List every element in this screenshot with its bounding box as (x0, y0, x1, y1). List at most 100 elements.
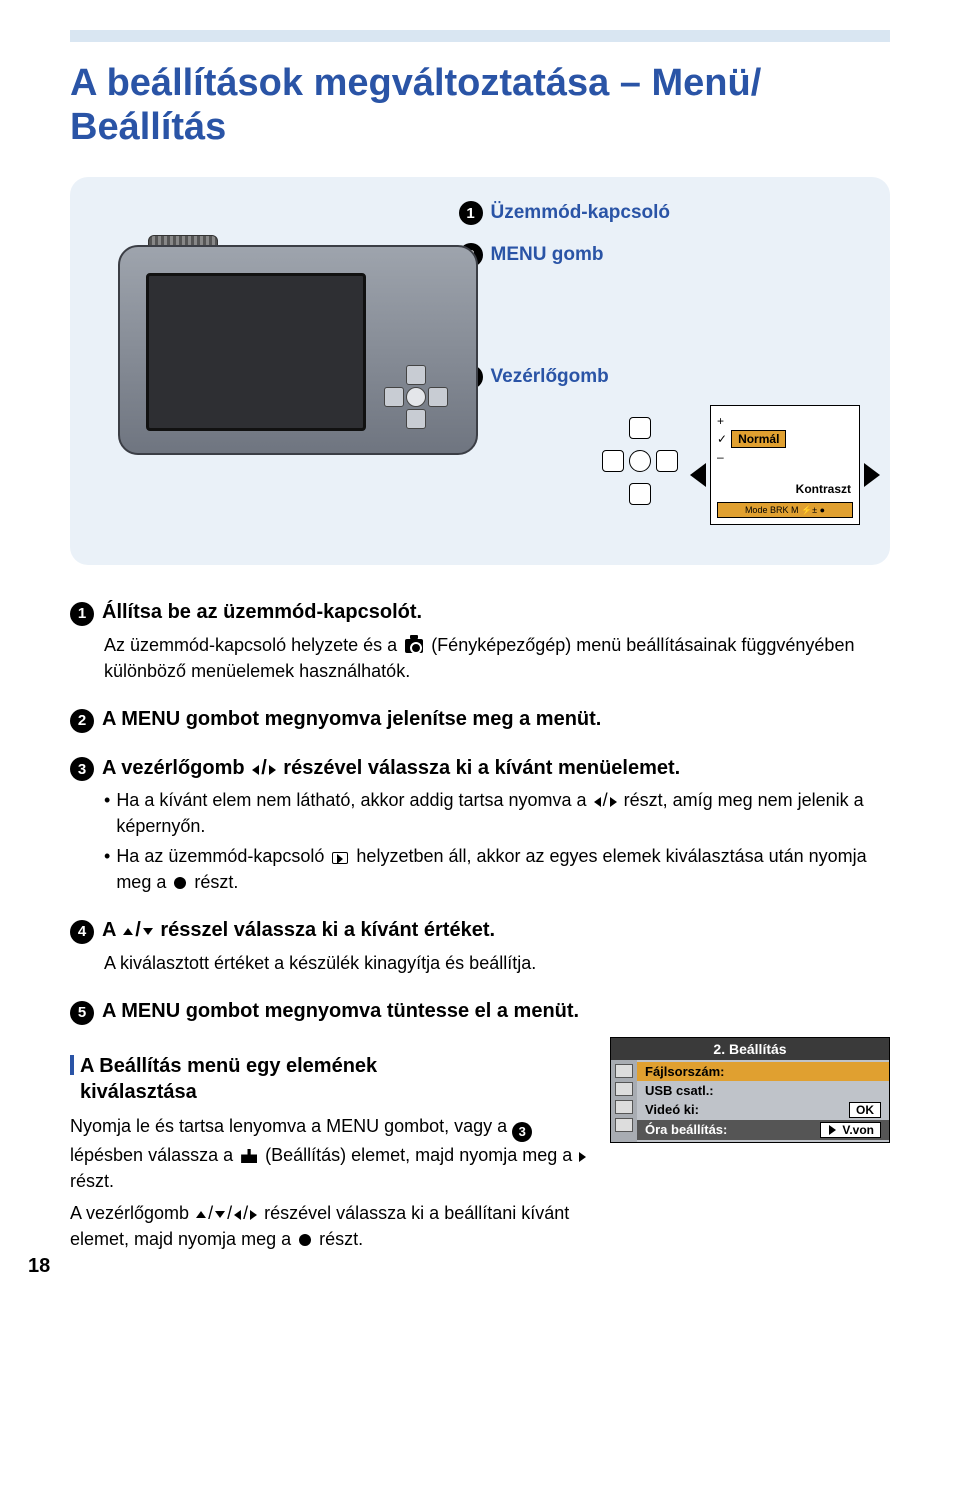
s3b2c: részt. (194, 872, 238, 892)
tri-up-icon (123, 928, 133, 935)
tri-down-icon (143, 928, 153, 935)
settings-row-1: USB csatl.: (637, 1081, 889, 1100)
step1-title: Állítsa be az üzemmód-kapcsolót. (102, 599, 422, 625)
subp1c: (Beállítás) elemet, majd nyomja meg a (265, 1145, 577, 1165)
sub-p2: A vezérlőgomb /// részével válassza ki a… (70, 1200, 590, 1252)
lcd-icon-row: Mode BRK M ⚡± ● (717, 502, 853, 518)
header-band (70, 30, 890, 42)
side-icon-3 (615, 1100, 633, 1114)
callout-1-label: Üzemmód-kapcsoló (491, 202, 670, 224)
setup-tool-icon (241, 1149, 257, 1163)
tri-right-icon (269, 765, 276, 775)
dp-up-icon (629, 417, 651, 439)
tri-right-icon-4 (250, 1210, 257, 1220)
subp2b: részt. (319, 1229, 363, 1249)
dpad-diagram-icon (600, 411, 680, 511)
title-line2: Beállítás (70, 106, 226, 148)
dpad-center-icon (406, 387, 426, 407)
step3-b2-text: Ha az üzemmód-kapcsoló helyzetben áll, a… (116, 843, 890, 895)
settings-row-1-label: USB csatl.: (645, 1083, 714, 1098)
page-title: A beállítások megváltoztatása – Menü/ Be… (70, 62, 890, 149)
step3-b1-text: Ha a kívánt elem nem látható, akkor addi… (116, 787, 890, 839)
step1-text-a: Az üzemmód-kapcsoló helyzete és a (104, 635, 397, 655)
tri-left-icon (252, 765, 259, 775)
badge-1-icon: 1 (459, 201, 483, 225)
lcd-nav-right-icon (864, 463, 880, 487)
r2v: OK (856, 1103, 874, 1117)
dp-center-icon (629, 450, 651, 472)
step3-bullet1: Ha a kívánt elem nem látható, akkor addi… (104, 787, 890, 839)
subhdr1: A Beállítás menü egy elemének (80, 1055, 377, 1077)
settings-row-3-val: V.von (820, 1122, 881, 1138)
lcd-kontrast-label: Kontraszt (796, 482, 851, 496)
settings-row-3: Óra beállítás: V.von (637, 1120, 889, 1140)
subsection-text: A Beállítás menü egy elemének kiválasztá… (70, 1031, 590, 1257)
callout-1: 1 Üzemmód-kapcsoló (459, 201, 670, 225)
settings-lcd-body: Fájlsorszám: USB csatl.: Videó ki: OK Ór… (611, 1060, 889, 1142)
step4-body: A kiválasztott értéket a készülék kinagy… (104, 950, 890, 976)
lcd-plus: + (717, 412, 853, 430)
dp-down-icon (629, 483, 651, 505)
lcd-normal-row: ✓ Normál (717, 430, 853, 448)
sub-heading: A Beállítás menü egy elemének kiválasztá… (70, 1053, 590, 1105)
step5-title: A MENU gombot megnyomva tüntesse el a me… (102, 998, 579, 1024)
center-button-icon-2 (299, 1234, 311, 1246)
lcd-nav-left-icon (690, 463, 706, 487)
settings-row-0-label: Fájlsorszám: (645, 1064, 724, 1079)
camera-mode-icon (405, 639, 423, 653)
step3-bullet2: Ha az üzemmód-kapcsoló helyzetben áll, a… (104, 843, 890, 895)
step4-badge-icon: 4 (70, 920, 94, 944)
step-5-head: 5 A MENU gombot megnyomva tüntesse el a … (70, 998, 890, 1025)
settings-row-2-val: OK (849, 1102, 881, 1118)
side-icon-2 (615, 1082, 633, 1096)
subp1a: Nyomja le és tartsa lenyomva a MENU gomb… (70, 1116, 512, 1136)
camera-illustration (118, 245, 538, 505)
settings-lcd-title: 2. Beállítás (611, 1038, 889, 1060)
tri-up-icon-2 (196, 1211, 206, 1218)
sub-p1: Nyomja le és tartsa lenyomva a MENU gomb… (70, 1113, 590, 1195)
val-arrow-icon (829, 1125, 836, 1135)
subp1d: részt. (70, 1171, 114, 1191)
step5-badge-icon: 5 (70, 1001, 94, 1025)
settings-row-2-label: Videó ki: (645, 1102, 699, 1118)
camera-lcd-icon (146, 273, 366, 431)
subhdr2: kiválasztása (80, 1081, 197, 1103)
camera-body-icon (118, 245, 478, 455)
settings-row-2: Videó ki: OK (637, 1100, 889, 1120)
r3v: V.von (842, 1123, 874, 1137)
step2-title: A MENU gombot megnyomva jelenítse meg a … (102, 706, 601, 732)
dpad-down-icon (406, 409, 426, 429)
step-4-head: 4 A / résszel válassza ki a kívánt érték… (70, 917, 890, 944)
playback-mode-icon (332, 852, 348, 864)
tri-down-icon-2 (215, 1211, 225, 1218)
lcd-minus: – (717, 448, 853, 466)
settings-row-0: Fájlsorszám: (637, 1062, 889, 1081)
step-3-head: 3 A vezérlőgomb / részével válassza ki a… (70, 755, 890, 782)
dp-left-icon (602, 450, 624, 472)
dpad-right-icon (428, 387, 448, 407)
settings-row-3-label: Óra beállítás: (645, 1122, 727, 1138)
title-line1: A beállítások megváltoztatása – Menü/ (70, 62, 761, 104)
tri-right-icon-3 (579, 1152, 586, 1162)
settings-lcd-rows: Fájlsorszám: USB csatl.: Videó ki: OK Ór… (637, 1060, 889, 1142)
inline-badge-3-icon: 3 (512, 1122, 532, 1142)
step4-title: A / résszel válassza ki a kívánt értéket… (102, 917, 495, 943)
diagram-panel: 1 Üzemmód-kapcsoló 2 MENU gomb 3 Vezérlő… (70, 177, 890, 565)
menu-preview-lcd: + ✓ Normál – Kontraszt Mode BRK M ⚡± ● (710, 405, 860, 525)
step-2-head: 2 A MENU gombot megnyomva jelenítse meg … (70, 706, 890, 733)
step-1-head: 1 Állítsa be az üzemmód-kapcsolót. (70, 599, 890, 626)
step3-badge-icon: 3 (70, 757, 94, 781)
tri-left-icon-2 (594, 797, 601, 807)
dpad-up-icon (406, 365, 426, 385)
settings-lcd-preview: 2. Beállítás Fájlsorszám: USB csatl.: (610, 1037, 890, 1143)
settings-lcd-side-icons (611, 1060, 637, 1142)
center-button-icon (174, 877, 186, 889)
lcd-normal-label: Normál (731, 430, 786, 448)
step3-title: A vezérlőgomb / részével válassza ki a k… (102, 755, 680, 781)
side-icon-1 (615, 1064, 633, 1078)
control-pad-icon (384, 365, 448, 429)
tri-right-icon-2 (610, 797, 617, 807)
step2-badge-icon: 2 (70, 709, 94, 733)
tri-left-icon-3 (234, 1210, 241, 1220)
subsection-row: A Beállítás menü egy elemének kiválasztá… (70, 1031, 890, 1257)
